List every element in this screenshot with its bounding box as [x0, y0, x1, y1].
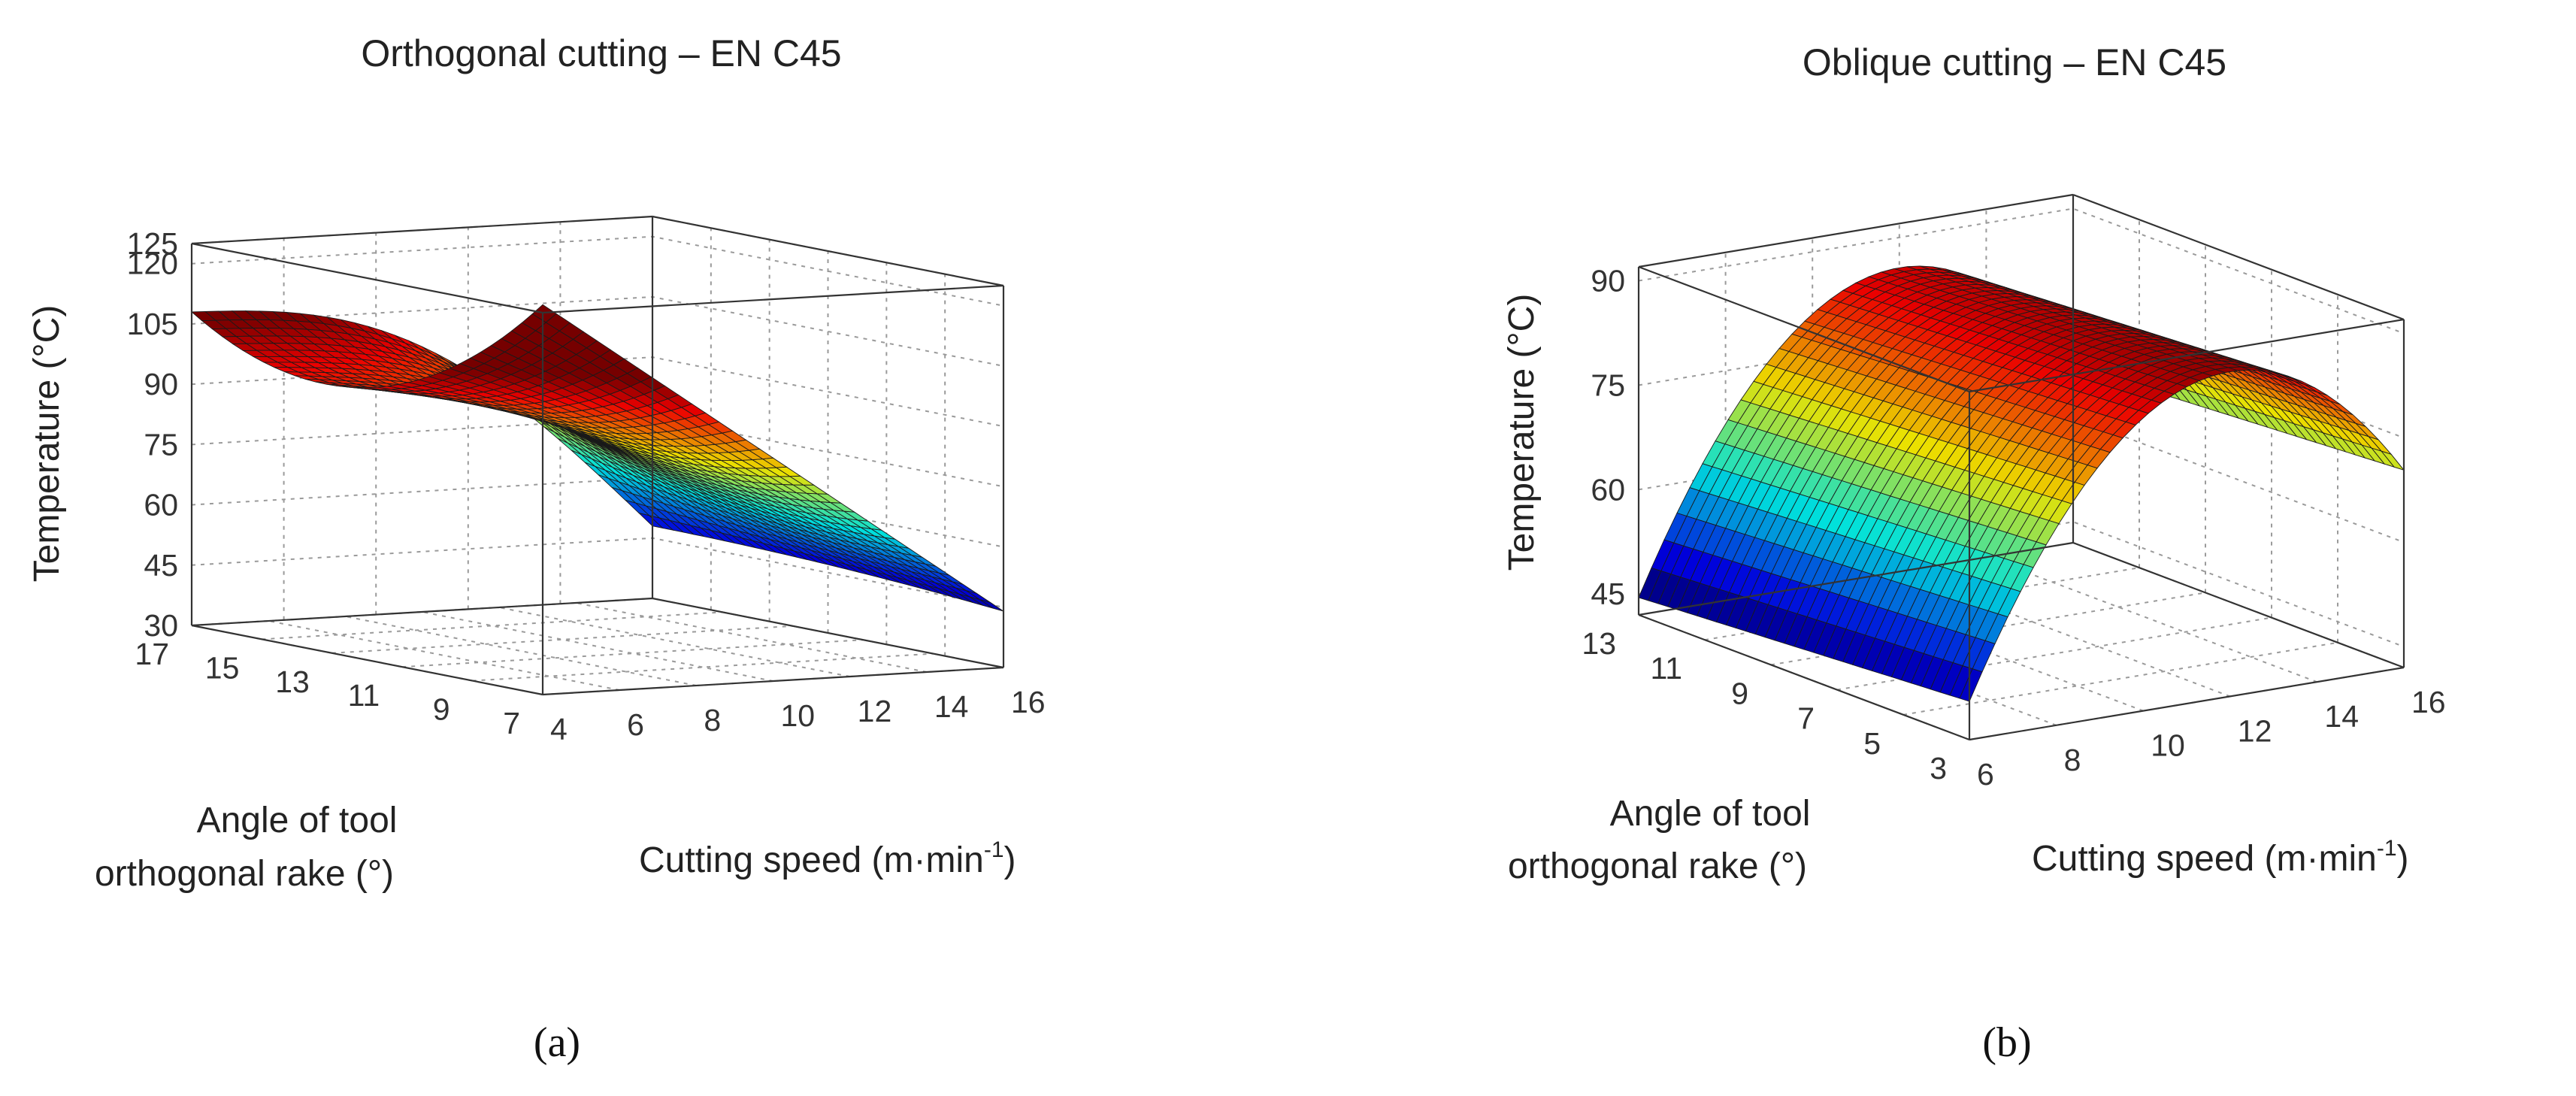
surface-mesh: [190, 304, 1004, 612]
axes-edge: [1969, 318, 2405, 393]
x-tick-label: 8: [2064, 743, 2081, 777]
axes-edge: [1638, 541, 2074, 616]
z-gridline: [191, 235, 1004, 307]
panel-caption: (a): [534, 1019, 580, 1066]
x-axis-label-close: ): [2397, 839, 2409, 879]
y-tick-label: 17: [135, 637, 169, 671]
z-tick-label: 105: [127, 307, 178, 341]
z-tick-label: 45: [144, 548, 178, 583]
z-axis-label: Temperature (°C): [1502, 294, 1542, 571]
x-axis-label-superscript: -1: [2377, 836, 2397, 861]
axes-edge: [652, 597, 1004, 669]
x-axis-label-close: ): [1004, 840, 1016, 880]
z-tick-label: 45: [1591, 577, 1625, 611]
x-tick-label: 10: [781, 698, 816, 733]
x-axis-label-text: Cutting speed (m·min: [2032, 839, 2377, 879]
z-gridline: [191, 597, 1004, 668]
chart-title: Oblique cutting – EN C45: [1803, 41, 2226, 83]
y-axis-label-line2: orthogonal rake (°): [1508, 846, 1807, 886]
y-tick-label: 13: [1582, 626, 1616, 661]
y-axis-label-line2: orthogonal rake (°): [95, 854, 394, 894]
y-floor-gridline: [331, 625, 793, 654]
panel-caption: (b): [1982, 1019, 2031, 1066]
x-tick-label: 16: [1011, 685, 1046, 719]
z-tick-label: 30: [144, 608, 178, 643]
x-axis-label: Cutting speed (m·min-1): [2032, 836, 2409, 879]
x-tick-label: 4: [550, 712, 568, 746]
axes-edge: [2072, 541, 2405, 669]
axes-edge: [542, 284, 1004, 314]
y-tick-label: 11: [1650, 651, 1682, 686]
x-floor-gridline: [422, 611, 773, 682]
axes-edge: [191, 624, 543, 696]
surface-mesh: [1638, 265, 2405, 702]
x-tick-label: 14: [2324, 699, 2359, 734]
y-tick-label: 7: [1797, 701, 1815, 736]
z-tick-label: 90: [1591, 264, 1625, 298]
tick-labels: 45 60 75 90 3 5 7 9 11 13 6 8 10 12 14 16: [1582, 264, 2445, 792]
z-tick-label: 60: [1591, 472, 1625, 507]
y-axis-label-line1: Angle of tool: [197, 801, 398, 840]
x-floor-gridline: [575, 602, 928, 673]
y-floor-gridline: [262, 611, 723, 640]
z-tick-label: 75: [144, 427, 178, 462]
x-tick-label: 10: [2151, 728, 2185, 763]
x-floor-gridline: [345, 616, 697, 686]
axes-edge: [191, 597, 653, 627]
x-tick-label: 6: [627, 707, 644, 742]
y-floor-gridline: [472, 652, 934, 682]
x-tick-label: 8: [704, 703, 721, 737]
z-axis-label: Temperature (°C): [27, 305, 67, 583]
y-tick-label: 3: [1930, 751, 1947, 786]
axes-edge: [1638, 613, 1970, 741]
y-tick-label: 9: [433, 692, 450, 727]
x-floor-gridline: [498, 607, 850, 677]
z-tick-label: 75: [1591, 368, 1625, 402]
axes-edge: [1638, 265, 1970, 393]
z-tick-label: 60: [144, 488, 178, 522]
y-tick-label: 11: [348, 678, 380, 713]
x-floor-gridline: [1986, 556, 2317, 683]
y-tick-label: 13: [275, 665, 310, 699]
surface-patch: [1959, 668, 1983, 702]
axes-edge: [191, 242, 543, 314]
z-gridline: [1638, 207, 2405, 335]
y-floor-gridline: [402, 639, 864, 668]
x-axis-label-text: Cutting speed (m·min: [639, 840, 984, 880]
axes-box: [190, 215, 1005, 696]
z-gridline: [191, 215, 1004, 286]
y-tick-label: 9: [1731, 676, 1748, 710]
axes-edge: [1638, 193, 2074, 268]
panel-oblique-cutting: Oblique cutting – EN C45 45 60 75 90 3 5 7 9 11 1…: [1502, 41, 2446, 1066]
x-floor-gridline: [268, 620, 620, 691]
y-tick-label: 5: [1863, 726, 1881, 761]
y-axis-label-line1: Angle of tool: [1610, 794, 1811, 834]
surface-patch: [531, 304, 557, 323]
x-tick-label: 14: [934, 689, 969, 724]
axes-box: [1637, 193, 2405, 741]
chart-title: Orthogonal cutting – EN C45: [361, 32, 841, 74]
axes-edge: [2072, 193, 2405, 321]
axes-edge: [542, 666, 1004, 696]
x-axis-label-superscript: -1: [984, 837, 1004, 862]
axes-edge: [652, 215, 1004, 287]
x-axis-label: Cutting speed (m·min-1): [639, 837, 1016, 880]
y-tick-label: 7: [503, 706, 520, 740]
z-tick-label: 90: [144, 367, 178, 401]
y-tick-label: 15: [205, 650, 240, 685]
x-tick-label: 12: [2238, 713, 2272, 748]
z-tick-label: 125: [127, 226, 178, 261]
x-tick-label: 12: [858, 694, 892, 728]
axes-edge: [1969, 666, 2405, 741]
z-tick-label: 120: [127, 247, 178, 281]
axes-edge: [191, 215, 653, 245]
y-floor-gridline: [1902, 641, 2338, 716]
x-tick-label: 6: [1977, 757, 1994, 792]
x-tick-label: 16: [2411, 685, 2446, 719]
panel-orthogonal-cutting: Orthogonal cutting – EN C45 30 45 60 75 90 10…: [27, 32, 1046, 1066]
